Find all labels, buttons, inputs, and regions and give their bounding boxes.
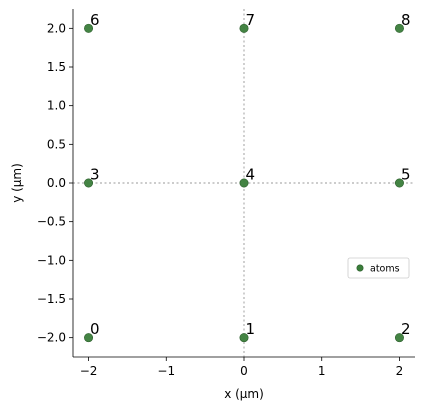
y-tick-label: 0.5: [47, 137, 66, 151]
y-ticks: −2.0 −1.5 −1.0 −0.5 0.0 0.5 1.0 1.5 2.0: [37, 21, 73, 345]
y-tick-label: −2.0: [37, 331, 66, 345]
y-tick-label: 0.0: [47, 176, 66, 190]
y-tick-label: −0.5: [37, 215, 66, 229]
atom-index-label: 5: [401, 166, 411, 184]
atom-index-label: 0: [90, 320, 100, 338]
atom-index-label: 1: [246, 320, 256, 338]
x-axis-label: x (µm): [224, 387, 264, 401]
x-tick-label: 1: [318, 364, 326, 378]
legend-marker-atoms: [356, 264, 364, 272]
data-points: [84, 23, 404, 343]
atom-point: [239, 333, 249, 343]
atom-index-label: 3: [90, 166, 100, 184]
legend: atoms: [347, 257, 410, 279]
atom-point: [394, 23, 404, 33]
atom-point: [239, 23, 249, 33]
atom-point: [239, 178, 249, 188]
atom-point: [84, 333, 94, 343]
atom-index-label: 6: [90, 11, 100, 29]
atom-point: [394, 178, 404, 188]
y-tick-label: −1.0: [37, 253, 66, 267]
y-tick-label: −1.5: [37, 292, 66, 306]
legend-label-atoms: atoms: [370, 264, 400, 275]
y-tick-label: 1.5: [47, 60, 66, 74]
x-ticks: −2 −1 0 1 2: [80, 357, 404, 378]
point-labels: 0 1 2 3 4 5 6 7 8: [90, 11, 410, 338]
atom-point: [394, 333, 404, 343]
atom-index-label: 8: [401, 11, 411, 29]
x-tick-label: −2: [80, 364, 98, 378]
y-tick-label: 2.0: [47, 21, 66, 35]
x-tick-label: −1: [157, 364, 175, 378]
atom-point: [84, 178, 94, 188]
atom-index-label: 2: [401, 320, 411, 338]
x-tick-label: 2: [396, 364, 404, 378]
y-axis-label: y (µm): [10, 163, 24, 203]
legend-frame: [347, 257, 410, 279]
atom-point: [84, 23, 94, 33]
x-tick-label: 0: [240, 364, 248, 378]
atom-index-label: 4: [246, 166, 256, 184]
atom-index-label: 7: [246, 11, 256, 29]
y-tick-label: 1.0: [47, 99, 66, 113]
